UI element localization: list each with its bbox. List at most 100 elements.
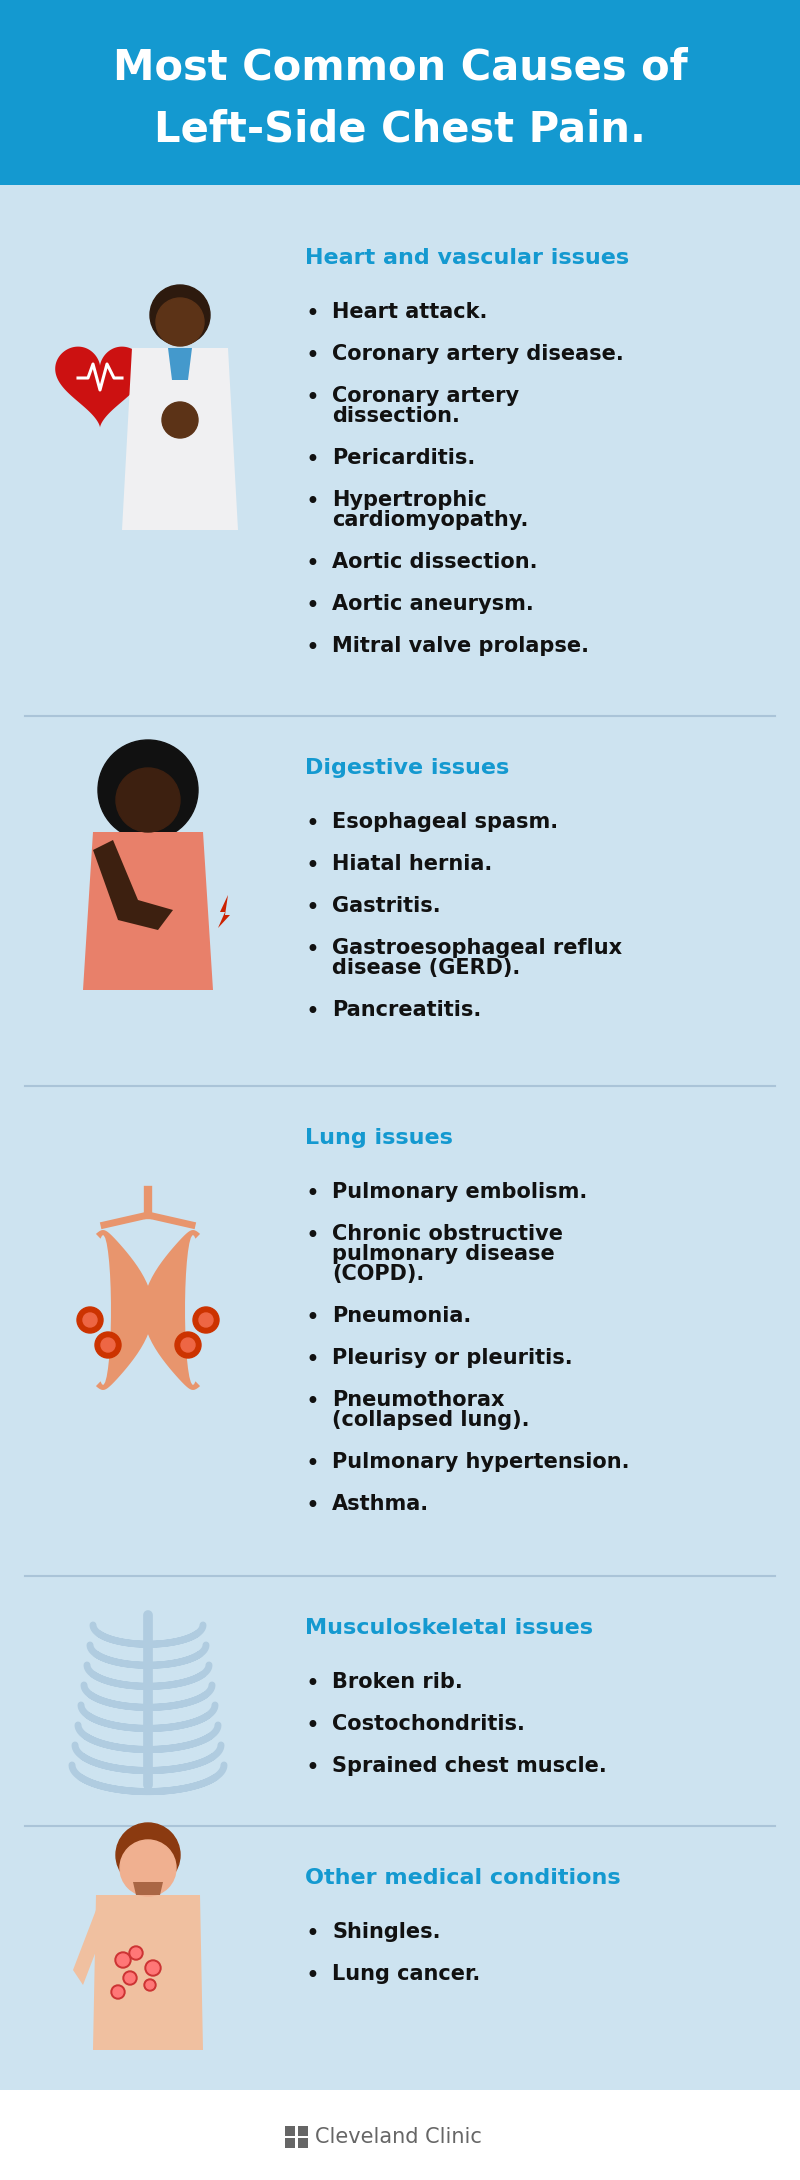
Polygon shape	[218, 896, 230, 929]
Polygon shape	[93, 839, 173, 931]
Text: Other medical conditions: Other medical conditions	[305, 1868, 621, 1888]
Circle shape	[83, 1312, 97, 1328]
Text: Broken rib.: Broken rib.	[332, 1672, 462, 1692]
Text: Chronic obstructive: Chronic obstructive	[332, 1223, 563, 1245]
Text: Pulmonary hypertension.: Pulmonary hypertension.	[332, 1452, 630, 1472]
Circle shape	[116, 1822, 180, 1888]
Text: •: •	[305, 637, 319, 661]
Text: •: •	[305, 593, 319, 617]
Polygon shape	[83, 833, 213, 990]
Text: Pancreatitis.: Pancreatitis.	[332, 1001, 482, 1020]
FancyBboxPatch shape	[298, 2139, 308, 2147]
Polygon shape	[122, 349, 238, 530]
Circle shape	[125, 1973, 135, 1984]
Text: Most Common Causes of: Most Common Causes of	[113, 48, 687, 89]
Text: •: •	[305, 1306, 319, 1330]
Polygon shape	[133, 1881, 163, 1894]
Text: •: •	[305, 1223, 319, 1247]
Circle shape	[101, 1339, 115, 1352]
Circle shape	[150, 286, 210, 344]
Text: •: •	[305, 811, 319, 835]
Circle shape	[131, 1949, 141, 1958]
Text: Gastritis.: Gastritis.	[332, 896, 441, 916]
Text: Hiatal hernia.: Hiatal hernia.	[332, 855, 492, 874]
Circle shape	[145, 1960, 161, 1975]
Circle shape	[115, 1951, 131, 1969]
Text: •: •	[305, 1347, 319, 1371]
Text: (collapsed lung).: (collapsed lung).	[332, 1410, 530, 1430]
Circle shape	[98, 739, 198, 839]
FancyBboxPatch shape	[285, 2139, 295, 2147]
Circle shape	[146, 1982, 154, 1988]
Text: Musculoskeletal issues: Musculoskeletal issues	[305, 1618, 593, 1637]
Text: •: •	[305, 386, 319, 410]
Polygon shape	[55, 347, 145, 427]
Text: Heart and vascular issues: Heart and vascular issues	[305, 249, 629, 268]
Circle shape	[113, 1986, 123, 1997]
Circle shape	[111, 1986, 125, 1999]
Text: •: •	[305, 1182, 319, 1206]
Circle shape	[144, 1979, 156, 1990]
Polygon shape	[93, 1894, 203, 2049]
Circle shape	[147, 1962, 159, 1975]
Circle shape	[116, 767, 180, 833]
Text: •: •	[305, 855, 319, 879]
Text: Sprained chest muscle.: Sprained chest muscle.	[332, 1757, 606, 1777]
Text: •: •	[305, 552, 319, 576]
Text: dissection.: dissection.	[332, 405, 460, 425]
Text: disease (GERD).: disease (GERD).	[332, 957, 520, 979]
Circle shape	[129, 1947, 143, 1960]
Text: Pericarditis.: Pericarditis.	[332, 449, 475, 469]
Text: Coronary artery: Coronary artery	[332, 386, 519, 405]
Text: Pleurisy or pleuritis.: Pleurisy or pleuritis.	[332, 1347, 573, 1369]
Text: Digestive issues: Digestive issues	[305, 759, 510, 778]
Circle shape	[175, 1332, 201, 1358]
Text: Mitral valve prolapse.: Mitral valve prolapse.	[332, 637, 589, 656]
Text: •: •	[305, 449, 319, 473]
Text: Coronary artery disease.: Coronary artery disease.	[332, 344, 624, 364]
FancyBboxPatch shape	[0, 0, 800, 185]
Circle shape	[199, 1312, 213, 1328]
Text: Hypertrophic: Hypertrophic	[332, 490, 486, 510]
Text: Heart attack.: Heart attack.	[332, 303, 487, 323]
Text: •: •	[305, 303, 319, 327]
Text: Cleveland Clinic: Cleveland Clinic	[315, 2128, 482, 2147]
Text: Esophageal spasm.: Esophageal spasm.	[332, 811, 558, 833]
Text: •: •	[305, 1001, 319, 1025]
Text: Pneumothorax: Pneumothorax	[332, 1391, 505, 1410]
Circle shape	[117, 1953, 129, 1966]
FancyBboxPatch shape	[298, 2126, 308, 2136]
Text: Aortic aneurysm.: Aortic aneurysm.	[332, 593, 534, 615]
Text: Pulmonary embolism.: Pulmonary embolism.	[332, 1182, 587, 1201]
Text: •: •	[305, 896, 319, 920]
Text: •: •	[305, 1493, 319, 1517]
Text: pulmonary disease: pulmonary disease	[332, 1245, 554, 1264]
Text: Shingles.: Shingles.	[332, 1923, 441, 1942]
Text: Lung cancer.: Lung cancer.	[332, 1964, 480, 1984]
Text: •: •	[305, 1964, 319, 1988]
Text: cardiomyopathy.: cardiomyopathy.	[332, 510, 528, 530]
Text: Asthma.: Asthma.	[332, 1493, 429, 1513]
Text: •: •	[305, 1672, 319, 1696]
Text: Costochondritis.: Costochondritis.	[332, 1713, 525, 1733]
Text: Left-Side Chest Pain.: Left-Side Chest Pain.	[154, 109, 646, 150]
Text: Lung issues: Lung issues	[305, 1127, 453, 1149]
Text: •: •	[305, 1713, 319, 1737]
Text: (COPD).: (COPD).	[332, 1264, 424, 1284]
Circle shape	[120, 1840, 176, 1897]
Text: Gastroesophageal reflux: Gastroesophageal reflux	[332, 937, 622, 957]
Text: Pneumonia.: Pneumonia.	[332, 1306, 471, 1325]
Polygon shape	[132, 371, 175, 440]
Text: •: •	[305, 1923, 319, 1947]
Circle shape	[162, 401, 198, 438]
FancyBboxPatch shape	[0, 2091, 800, 2180]
Text: •: •	[305, 1452, 319, 1476]
Circle shape	[123, 1971, 137, 1986]
Polygon shape	[185, 371, 228, 440]
Text: •: •	[305, 344, 319, 368]
FancyBboxPatch shape	[285, 2126, 295, 2136]
Text: •: •	[305, 937, 319, 961]
Polygon shape	[73, 1910, 106, 1986]
Polygon shape	[96, 1230, 153, 1391]
Text: Aortic dissection.: Aortic dissection.	[332, 552, 538, 571]
